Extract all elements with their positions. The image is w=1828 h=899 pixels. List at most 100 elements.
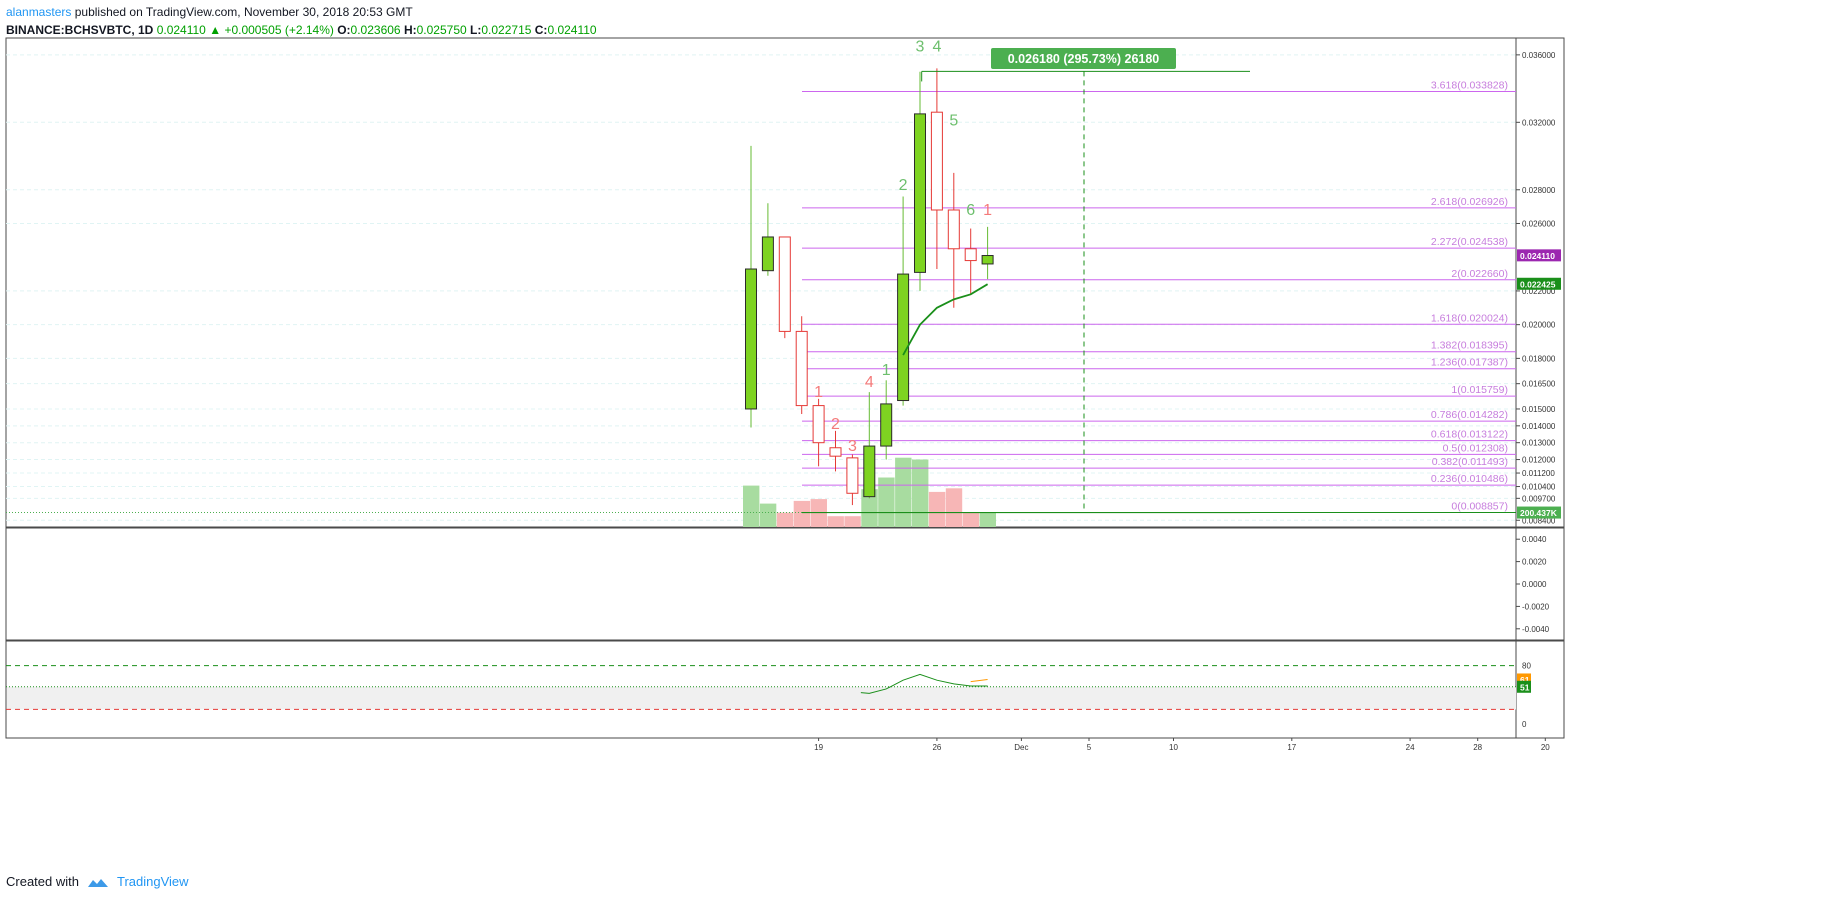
y-tick-label: 0.011200 [1522,469,1555,478]
high-label: H: [403,23,417,37]
td-count: 4 [865,374,874,391]
ema-line [902,283,989,356]
close-label: C: [534,23,548,37]
candle-body [863,445,876,498]
candle-body [964,248,977,262]
high-value: 0.025750 [416,23,467,37]
volume-bar [962,512,980,527]
volume-bar [928,491,946,527]
y-tick-label: 0.032000 [1522,118,1556,127]
fib-level-label: 0.786(0.014282) [1431,409,1508,421]
published-text: published on TradingView.com, November 3… [74,5,413,19]
osc-tick-label: -0.0040 [1522,625,1550,634]
ohlc-legend: BINANCE:BCHSVBTC, 1D 0.024110 ▲ +0.00050… [6,23,597,37]
td-count: 1 [882,362,891,379]
volume-bar [861,489,878,527]
fib-level-label: 0.382(0.011493) [1432,456,1508,468]
x-tick-label: 10 [1169,743,1178,752]
fib-level-label: 2.272(0.024538) [1431,236,1508,248]
volume-bar [827,516,844,527]
candle-body [897,273,910,402]
x-tick-label: Dec [1014,743,1028,752]
x-tick-label: 20 [1541,743,1550,752]
volume-bar [895,457,912,527]
candle-body [829,447,842,457]
volume-bar [793,500,811,527]
symbol-label[interactable]: BINANCE:BCHSVBTC, 1D [6,23,154,37]
y-tick-label: 0.018000 [1522,354,1556,363]
candle-body [914,113,926,273]
td-count: 6 [966,202,975,219]
x-tick-label: 24 [1406,743,1415,752]
price-tag: 200.437K [1520,508,1558,518]
open-label: O: [337,23,351,37]
x-tick-label: 5 [1087,743,1092,752]
fib-level-label: 2.618(0.026926) [1431,196,1508,208]
author-link[interactable]: alanmasters [6,5,72,19]
price-tag: 0.022425 [1520,279,1556,289]
candle-body [812,405,825,444]
candle-body [745,268,757,410]
y-tick-label: 0.036000 [1522,51,1556,60]
td-count: 1 [814,384,823,401]
td-count: 1 [983,202,992,219]
y-tick-label: 0.026000 [1522,219,1556,228]
osc-tick-label: 0.0000 [1522,580,1547,589]
td-count: 2 [831,416,840,433]
tradingview-logo-icon [87,877,109,889]
volume-bar [844,516,861,527]
tradingview-link[interactable]: TradingView [116,874,189,889]
osc-tick-label: -0.0020 [1522,602,1550,611]
price-tag-box [1517,277,1561,290]
volume-bar [912,459,929,527]
low-label: L: [470,23,482,37]
rsi-tick-label: 0 [1522,720,1527,729]
created-with-text: Created with [6,874,79,889]
close-value: 0.024110 [547,23,597,37]
candle-body [947,209,960,250]
low-value: 0.022715 [481,23,532,37]
candle-body [930,111,943,211]
y-tick-label: 0.014000 [1522,422,1556,431]
volume-bar [945,488,963,527]
osc-tick-label: 0.0020 [1522,558,1547,567]
rsi-line [860,673,988,694]
x-tick-label: 26 [932,743,941,752]
rsi-band-fill [7,686,1516,710]
td-count: 4 [932,38,941,55]
candle-body [761,236,774,272]
measure-label: 0.026180 (295.73%) 26180 [1008,52,1160,66]
volume-bar [743,485,760,527]
fib-level-label: 1.382(0.018395) [1431,340,1508,352]
rsi-signal-line [970,678,988,683]
candle-body [846,457,859,494]
candle-body [981,255,994,265]
td-count: 3 [916,38,925,55]
fib-level-label: 0.618(0.013122) [1431,429,1508,441]
td-count: 5 [949,113,958,130]
x-tick-label: 28 [1473,743,1482,752]
y-tick-label: 0.013000 [1522,439,1556,448]
td-count: 2 [899,177,908,194]
fib-level-label: 0.236(0.010486) [1431,473,1508,485]
price-tag: 0.024110 [1520,251,1555,261]
y-tick-label: 0.028000 [1522,186,1556,195]
y-tick-label: 0.010400 [1522,483,1556,492]
volume-bar [878,477,895,527]
rsi-tag: 51 [1520,682,1530,692]
y-tick-label: 0.020000 [1522,321,1556,330]
y-tick-label: 0.012000 [1522,456,1556,465]
candle-body [778,236,791,332]
fib-level-label: 0.5(0.012308) [1443,442,1508,454]
footer: Created with TradingView [6,874,189,889]
open-value: 0.023606 [350,23,401,37]
y-tick-label: 0.009700 [1522,494,1556,503]
publish-info: alanmasters published on TradingView.com… [6,5,413,19]
last-price: 0.024110 [156,23,206,37]
volume-bar [759,503,777,527]
measure-label-box [991,48,1176,69]
osc-tick-label: 0.0040 [1522,535,1547,544]
y-tick-label: 0.015000 [1522,405,1556,414]
y-tick-label: 0.016500 [1522,380,1556,389]
